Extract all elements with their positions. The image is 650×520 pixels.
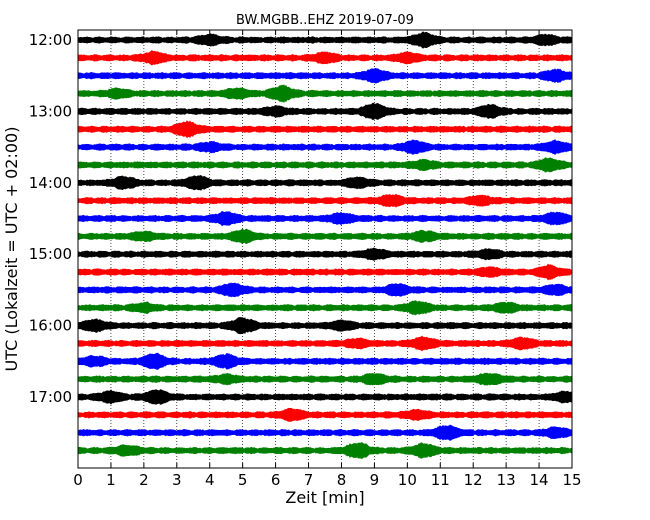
x-tick-label: 15 xyxy=(562,471,581,489)
y-tick-label: 15:00 xyxy=(29,245,72,263)
x-tick-label: 7 xyxy=(304,471,314,489)
y-tick-label: 12:00 xyxy=(29,31,72,49)
x-tick-label: 12 xyxy=(464,471,483,489)
x-tick-label: 6 xyxy=(271,471,281,489)
x-tick-label: 0 xyxy=(73,471,83,489)
y-tick-label: 16:00 xyxy=(29,317,72,335)
chart-title: BW.MGBB..EHZ 2019-07-09 xyxy=(236,13,414,28)
x-tick-label: 1 xyxy=(106,471,116,489)
x-axis-ticks: 0 1 2 3 4 5 6 7 8 9 10 11 12 13 14 15 xyxy=(73,30,582,489)
x-tick-label: 5 xyxy=(238,471,248,489)
x-tick-label: 8 xyxy=(337,471,347,489)
y-axis-ticks: 12:00 13:00 14:00 15:00 16:00 17:00 xyxy=(29,31,572,406)
plot-frame xyxy=(77,29,573,469)
x-tick-label: 2 xyxy=(139,471,149,489)
x-tick-label: 9 xyxy=(370,471,380,489)
seismogram-traces xyxy=(77,31,573,460)
y-axis-label: UTC (Lokalzeit = UTC + 02:00) xyxy=(2,127,21,372)
y-tick-label: 13:00 xyxy=(29,102,72,120)
y-tick-label: 17:00 xyxy=(29,388,72,406)
x-tick-label: 13 xyxy=(497,471,516,489)
x-tick-label: 11 xyxy=(431,471,450,489)
x-tick-label: 14 xyxy=(530,471,549,489)
x-axis-label: Zeit [min] xyxy=(285,488,364,507)
y-tick-label: 14:00 xyxy=(29,174,72,192)
x-tick-label: 4 xyxy=(205,471,215,489)
x-tick-label: 10 xyxy=(398,471,417,489)
x-tick-label: 3 xyxy=(172,471,182,489)
